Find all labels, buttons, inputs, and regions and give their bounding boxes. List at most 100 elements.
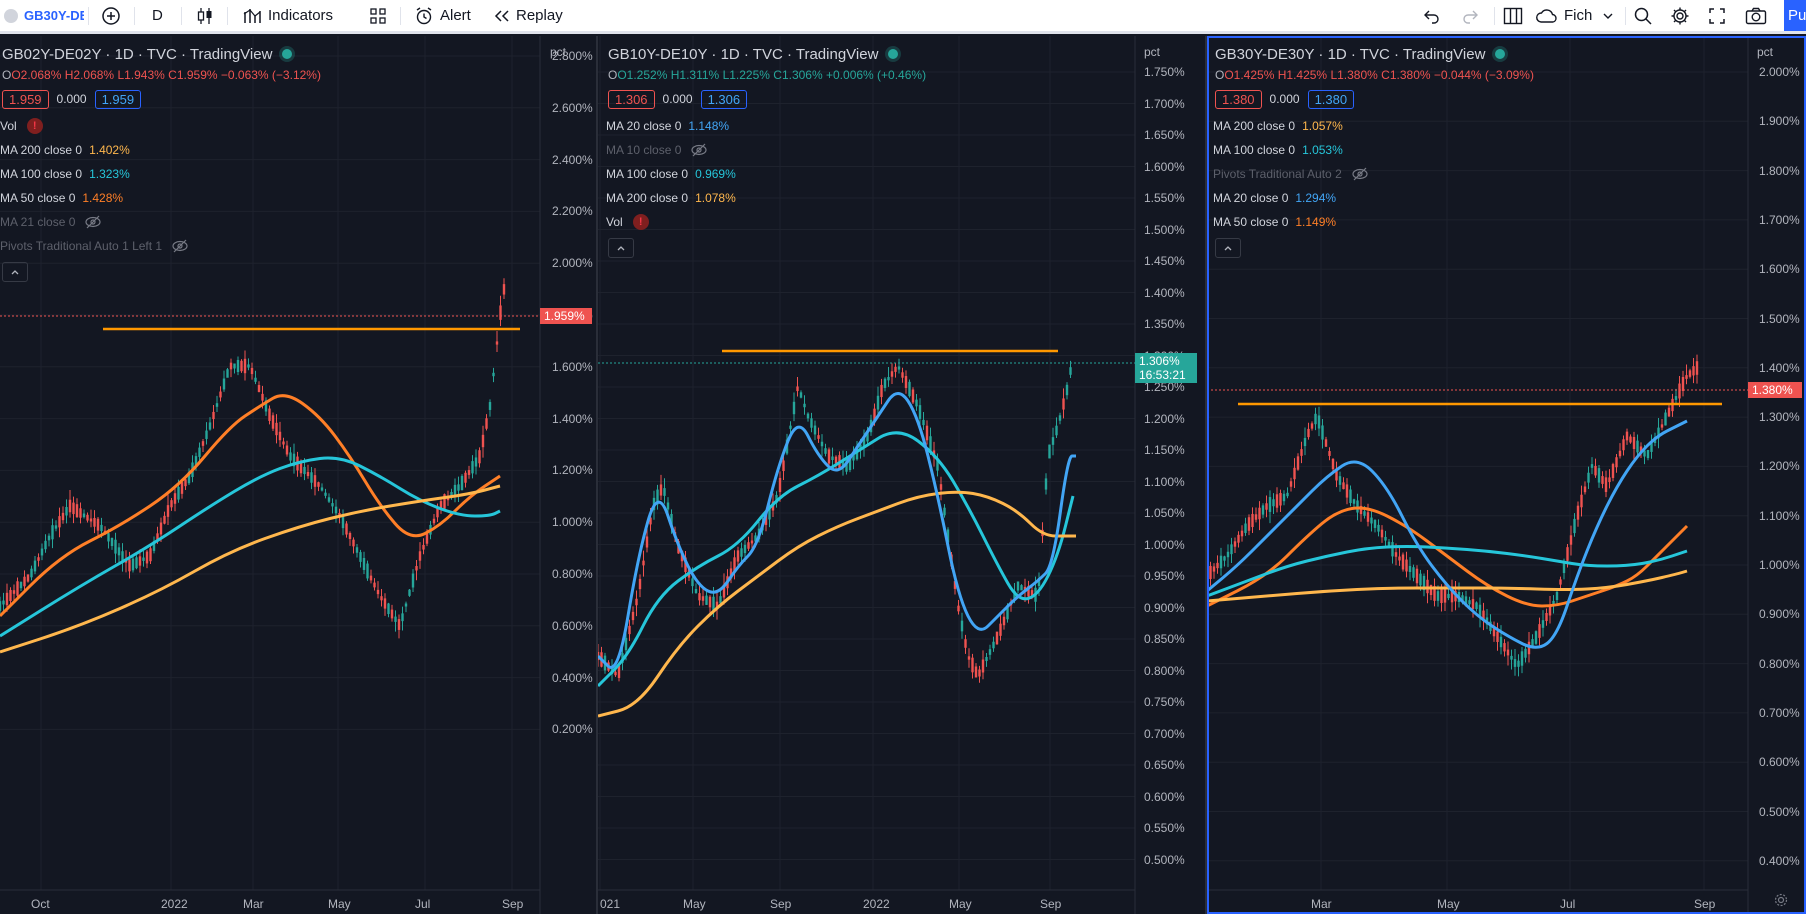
candle-body bbox=[390, 609, 394, 619]
candle-body bbox=[1660, 424, 1664, 428]
candle-body bbox=[740, 548, 743, 557]
redo-button[interactable] bbox=[1461, 0, 1479, 31]
indicators-button[interactable]: Indicators bbox=[242, 0, 333, 31]
indicator-row[interactable]: MA 21 close 0 bbox=[0, 210, 321, 234]
ma-200-line bbox=[1207, 569, 1688, 603]
ohlc-change: −0.063% (−3.12%) bbox=[220, 68, 321, 82]
symbol-title: GB10Y-DE10Y · 1D · TVC · TradingView bbox=[608, 45, 879, 63]
chart-panel-gb02y[interactable]: GB02Y-DE02Y · 1D · TVC · TradingView O O2… bbox=[0, 36, 596, 914]
save-layout-button[interactable]: Fich bbox=[1535, 0, 1614, 31]
indicator-row[interactable]: Vol! bbox=[0, 114, 321, 138]
publish-button[interactable]: Pu bbox=[1784, 0, 1806, 31]
indicator-row[interactable]: MA 200 close 0 1.402% bbox=[0, 138, 321, 162]
eye-hidden-icon[interactable] bbox=[1351, 167, 1369, 181]
sell-price[interactable]: 1.306 bbox=[608, 89, 655, 109]
panel-divider[interactable] bbox=[1205, 36, 1207, 914]
sell-price[interactable]: 1.380 bbox=[1215, 89, 1262, 109]
candle-body bbox=[1293, 467, 1296, 480]
candle-body bbox=[1468, 600, 1471, 605]
candle-body bbox=[376, 589, 380, 595]
indicator-row[interactable]: MA 20 close 0 1.294% bbox=[1213, 186, 1534, 210]
chart-plot-area[interactable] bbox=[1207, 36, 1806, 914]
error-icon[interactable]: ! bbox=[26, 118, 43, 134]
buy-price[interactable]: 1.959 bbox=[94, 89, 142, 109]
indicator-row[interactable]: MA 20 close 0 1.148% bbox=[606, 114, 926, 138]
search-button[interactable] bbox=[1633, 0, 1653, 31]
candle-body bbox=[1464, 596, 1468, 605]
indicator-row[interactable]: MA 200 close 0 1.057% bbox=[1213, 114, 1534, 138]
buy-price[interactable]: 1.306 bbox=[700, 89, 748, 109]
indicator-row[interactable]: MA 50 close 0 1.428% bbox=[0, 186, 321, 210]
candle-body bbox=[964, 639, 967, 648]
candle-body bbox=[401, 613, 404, 622]
legend-title-row[interactable]: GB10Y-DE10Y · 1D · TVC · TradingView bbox=[598, 42, 926, 66]
symbol-search[interactable]: GB30Y-DE bbox=[4, 0, 84, 31]
candle-body bbox=[988, 649, 992, 655]
eye-hidden-icon[interactable] bbox=[84, 215, 102, 229]
snapshot-button[interactable] bbox=[1745, 0, 1767, 31]
templates-button[interactable] bbox=[369, 0, 387, 31]
legend-title-row[interactable]: GB30Y-DE30Y · 1D · TVC · TradingView bbox=[1207, 42, 1534, 66]
indicator-row[interactable]: MA 100 close 0 0.969% bbox=[606, 162, 926, 186]
buy-price[interactable]: 1.380 bbox=[1307, 89, 1355, 109]
candle-body bbox=[219, 391, 222, 398]
candle-body bbox=[1321, 425, 1324, 440]
price-axis-tick: 1.800% bbox=[1759, 163, 1800, 178]
candle-body bbox=[1405, 559, 1408, 572]
chart-panel-gb10y[interactable]: GB10Y-DE10Y · 1D · TVC · TradingView O O1… bbox=[598, 36, 1205, 914]
legend-collapse-button[interactable] bbox=[608, 238, 634, 258]
compare-symbol-button[interactable] bbox=[101, 0, 121, 31]
indicator-row[interactable]: Pivots Traditional Auto 1 Left 1 bbox=[0, 234, 321, 258]
indicator-row[interactable]: MA 10 close 0 bbox=[606, 138, 926, 162]
price-axis-tick: 1.500% bbox=[1759, 311, 1800, 326]
candle-body bbox=[722, 584, 726, 598]
eye-hidden-icon[interactable] bbox=[690, 143, 708, 157]
candle-body bbox=[1573, 518, 1576, 534]
interval-button[interactable]: D bbox=[152, 0, 163, 31]
indicator-row[interactable]: MA 100 close 0 1.323% bbox=[0, 162, 321, 186]
indicator-row[interactable]: Vol! bbox=[606, 210, 926, 234]
ohlc-low: L1.380% bbox=[1330, 68, 1378, 82]
alert-button[interactable]: Alert bbox=[414, 0, 471, 31]
chart-type-button[interactable] bbox=[196, 0, 214, 31]
chart-settings-gear-button[interactable] bbox=[1773, 892, 1789, 913]
candle-body bbox=[1062, 398, 1065, 410]
error-icon[interactable]: ! bbox=[632, 214, 649, 230]
eye-hidden-icon[interactable] bbox=[171, 239, 189, 253]
legend-collapse-button[interactable] bbox=[2, 262, 28, 282]
settings-button[interactable] bbox=[1670, 0, 1690, 31]
fullscreen-button[interactable] bbox=[1708, 0, 1726, 31]
candle-body bbox=[1219, 555, 1223, 569]
candle-body bbox=[268, 408, 271, 421]
replay-button[interactable]: Replay bbox=[494, 0, 563, 31]
candle-body bbox=[733, 557, 736, 573]
panel-divider[interactable] bbox=[596, 36, 598, 914]
chart-plot-area[interactable] bbox=[0, 36, 596, 914]
indicator-row[interactable]: Pivots Traditional Auto 2 bbox=[1213, 162, 1534, 186]
indicator-row[interactable]: MA 50 close 0 1.149% bbox=[1213, 210, 1534, 234]
candle-body bbox=[352, 539, 355, 547]
candle-body bbox=[1548, 604, 1552, 616]
time-axis-tick: May bbox=[683, 897, 706, 911]
legend-title-row[interactable]: GB02Y-DE02Y · 1D · TVC · TradingView bbox=[0, 42, 321, 66]
price-axis-tick: 0.550% bbox=[1144, 821, 1185, 835]
undo-button[interactable] bbox=[1423, 0, 1441, 31]
legend-collapse-button[interactable] bbox=[1215, 238, 1241, 258]
layout-select-button[interactable] bbox=[1503, 0, 1523, 31]
indicator-row[interactable]: MA 100 close 0 1.053% bbox=[1213, 138, 1534, 162]
candle-body bbox=[1261, 505, 1265, 515]
candle-body bbox=[1345, 484, 1349, 498]
candle-body bbox=[1044, 478, 1048, 490]
candle-body bbox=[803, 403, 806, 408]
price-axis-tick: 2.200% bbox=[552, 204, 593, 219]
ohlc-low: L1.943% bbox=[117, 68, 165, 82]
sell-price[interactable]: 1.959 bbox=[2, 89, 49, 109]
chart-plot-area[interactable] bbox=[598, 36, 1205, 914]
candle-body bbox=[1419, 573, 1422, 586]
candle-body bbox=[1398, 556, 1401, 561]
chart-panel-gb30y[interactable]: GB30Y-DE30Y · 1D · TVC · TradingView O O1… bbox=[1207, 36, 1806, 914]
candle-body bbox=[908, 381, 911, 397]
candle-body bbox=[1541, 620, 1545, 628]
indicator-label: MA 20 close 0 bbox=[606, 119, 682, 133]
indicator-row[interactable]: MA 200 close 0 1.078% bbox=[606, 186, 926, 210]
